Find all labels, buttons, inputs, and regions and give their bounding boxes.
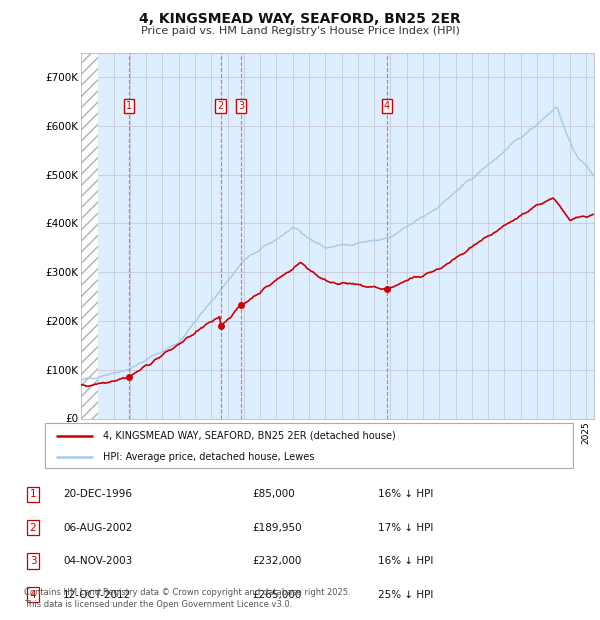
Text: £232,000: £232,000 xyxy=(252,556,301,566)
Text: £85,000: £85,000 xyxy=(252,489,295,499)
Text: 4: 4 xyxy=(29,590,37,600)
Text: 4: 4 xyxy=(384,100,390,111)
Text: 16% ↓ HPI: 16% ↓ HPI xyxy=(378,489,433,499)
Text: 04-NOV-2003: 04-NOV-2003 xyxy=(63,556,132,566)
Text: £265,000: £265,000 xyxy=(252,590,301,600)
Text: 1: 1 xyxy=(126,100,132,111)
Text: 06-AUG-2002: 06-AUG-2002 xyxy=(63,523,133,533)
Text: 4, KINGSMEAD WAY, SEAFORD, BN25 2ER (detached house): 4, KINGSMEAD WAY, SEAFORD, BN25 2ER (det… xyxy=(103,430,396,441)
Text: Price paid vs. HM Land Registry's House Price Index (HPI): Price paid vs. HM Land Registry's House … xyxy=(140,26,460,36)
Text: 17% ↓ HPI: 17% ↓ HPI xyxy=(378,523,433,533)
Text: 2: 2 xyxy=(29,523,37,533)
Text: 3: 3 xyxy=(29,556,37,566)
Text: 16% ↓ HPI: 16% ↓ HPI xyxy=(378,556,433,566)
Text: 4, KINGSMEAD WAY, SEAFORD, BN25 2ER: 4, KINGSMEAD WAY, SEAFORD, BN25 2ER xyxy=(139,12,461,27)
FancyBboxPatch shape xyxy=(45,423,573,468)
Text: 20-DEC-1996: 20-DEC-1996 xyxy=(63,489,132,499)
Text: Contains HM Land Registry data © Crown copyright and database right 2025.
This d: Contains HM Land Registry data © Crown c… xyxy=(24,588,350,609)
Text: 25% ↓ HPI: 25% ↓ HPI xyxy=(378,590,433,600)
Bar xyxy=(81,53,98,419)
Text: 1: 1 xyxy=(29,489,37,499)
Text: 12-OCT-2012: 12-OCT-2012 xyxy=(63,590,131,600)
Text: 3: 3 xyxy=(238,100,244,111)
Text: £189,950: £189,950 xyxy=(252,523,302,533)
Text: HPI: Average price, detached house, Lewes: HPI: Average price, detached house, Lewe… xyxy=(103,452,314,462)
Text: 2: 2 xyxy=(218,100,224,111)
